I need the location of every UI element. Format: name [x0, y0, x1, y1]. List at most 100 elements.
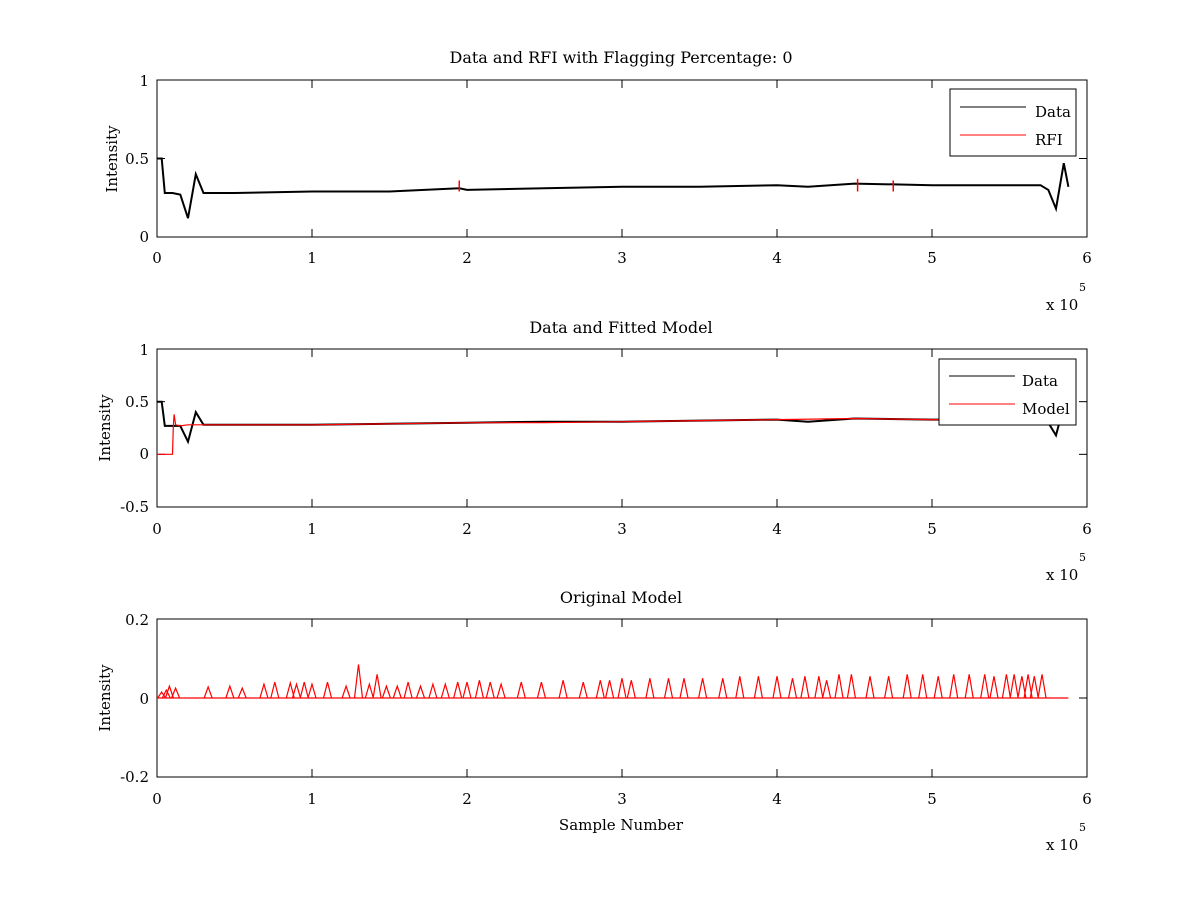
panel-2-x-tick-labels: 0 1 2 3 4 5 6 — [152, 520, 1092, 538]
model-spike — [1023, 674, 1033, 699]
model-spike — [392, 684, 402, 699]
panel-3-x-exponent: x 10 — [1046, 836, 1078, 854]
legend-box — [949, 88, 1077, 157]
model-spike — [307, 682, 317, 699]
legend-label-rfi: RFI — [1035, 131, 1063, 149]
x-tick-label: 1 — [307, 249, 317, 267]
model-spike — [453, 682, 463, 699]
x-tick-label: 6 — [1082, 520, 1092, 538]
panel-1-plot-area — [156, 79, 1088, 238]
y-tick-label: 0 — [139, 228, 149, 246]
legend-label-model: Model — [1022, 400, 1070, 418]
model-spike — [1009, 674, 1019, 699]
x-tick-label: 5 — [927, 790, 937, 808]
model-spike — [496, 682, 506, 699]
x-tick-label: 2 — [462, 520, 472, 538]
x-tick-label: 5 — [927, 249, 937, 267]
panel-3-x-tick-labels: 0 1 2 3 4 5 6 — [152, 790, 1092, 808]
model-spike — [291, 682, 302, 699]
x-tick-label: 0 — [152, 249, 162, 267]
x-tick-label: 0 — [152, 790, 162, 808]
model-spike — [157, 691, 167, 699]
y-tick-label: 1 — [139, 341, 149, 359]
series-line-data — [157, 157, 1070, 219]
x-tick-label: 2 — [462, 249, 472, 267]
model-spike — [772, 676, 782, 699]
model-spike — [679, 678, 689, 699]
model-spike — [595, 680, 605, 699]
model-spike — [645, 678, 655, 699]
model-spike — [605, 680, 615, 699]
model-spike — [578, 682, 588, 699]
model-spike — [822, 680, 832, 699]
model-spike — [865, 676, 875, 699]
legend-label-data: Data — [1022, 372, 1058, 390]
x-tick-label: 3 — [617, 520, 627, 538]
model-spike — [415, 684, 426, 699]
model-spike — [989, 676, 999, 699]
legend-label-data: Data — [1035, 103, 1071, 121]
model-spike — [259, 682, 269, 699]
model-spike — [884, 676, 894, 699]
panel-2-y-tick-labels: -0.5 0 0.5 1 — [120, 341, 149, 516]
model-spike — [949, 674, 959, 699]
panel-1-legend: Data RFI — [949, 88, 1077, 157]
model-spike — [285, 680, 295, 699]
model-spike — [1017, 676, 1027, 699]
panel-2-x-exponent: x 10 — [1046, 566, 1078, 584]
panel-1-x-tick-labels: 0 1 2 3 4 5 6 — [152, 249, 1092, 267]
x-tick-label: 5 — [927, 520, 937, 538]
model-spike — [364, 682, 374, 699]
panel-3-x-exponent-power: 5 — [1079, 821, 1086, 834]
panel-1-title: Data and RFI with Flagging Percentage: 0 — [449, 48, 792, 67]
y-tick-label: 0 — [139, 690, 149, 708]
y-tick-label: -0.5 — [120, 498, 149, 516]
model-spike — [933, 676, 943, 699]
model-spike — [536, 682, 546, 699]
y-tick-label: 0.5 — [125, 393, 149, 411]
model-spike — [626, 680, 636, 699]
panel-1-x-exponent-power: 5 — [1079, 281, 1086, 294]
model-spike — [735, 676, 745, 699]
panel-2: Data and Fitted Model Intensity -0.5 0 0… — [96, 318, 1092, 584]
model-spike — [171, 686, 181, 699]
x-tick-label: 3 — [617, 790, 627, 808]
model-spike — [617, 678, 627, 699]
panel-1-ylabel: Intensity — [103, 125, 121, 193]
panel-3-y-tick-labels: -0.2 0 0.2 — [120, 611, 149, 786]
model-spike — [485, 682, 495, 699]
model-spike — [372, 674, 382, 699]
model-spike — [718, 678, 728, 699]
x-tick-label: 1 — [307, 520, 317, 538]
model-spike — [164, 684, 174, 699]
x-tick-label: 1 — [307, 790, 317, 808]
x-tick-label: 2 — [462, 790, 472, 808]
model-spike — [902, 674, 912, 699]
model-spike — [558, 680, 568, 699]
model-spike — [800, 676, 810, 699]
model-spike — [428, 682, 438, 699]
series-line-model — [157, 414, 1025, 455]
panel-2-plot-area — [156, 348, 1088, 508]
panel-1: Data and RFI with Flagging Percentage: 0… — [103, 48, 1092, 314]
model-spike — [980, 674, 990, 699]
model-spike — [787, 678, 798, 699]
panel-3-ylabel: Intensity — [96, 664, 114, 732]
model-spike — [516, 682, 526, 699]
y-tick-label: 0.2 — [125, 611, 149, 629]
model-spike — [918, 674, 928, 699]
panel-3: Original Model Intensity -0.2 0 0.2 0 1 … — [96, 588, 1092, 854]
panel-3-xlabel: Sample Number — [559, 816, 684, 834]
model-spike — [474, 680, 484, 699]
panel-1-y-tick-labels: 0 0.5 1 — [125, 72, 149, 246]
model-spike — [1029, 676, 1039, 699]
y-tick-label: 0.5 — [125, 150, 149, 168]
panel-2-legend: Data Model — [938, 358, 1077, 426]
legend-box — [938, 358, 1077, 426]
panel-1-x-exponent: x 10 — [1046, 296, 1078, 314]
panel-2-title: Data and Fitted Model — [529, 318, 712, 337]
x-tick-label: 6 — [1082, 249, 1092, 267]
y-tick-label: 0 — [139, 445, 149, 463]
model-spike — [663, 678, 674, 699]
